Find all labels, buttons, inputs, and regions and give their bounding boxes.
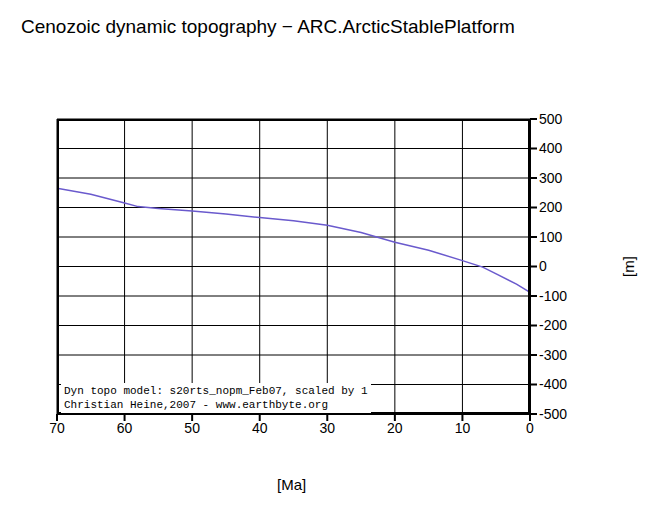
svg-text:-500: -500 (539, 406, 567, 422)
svg-text:500: 500 (539, 111, 563, 127)
svg-text:30: 30 (319, 420, 335, 436)
html-text:Christian Heine,2007 - www.ear: Christian Heine,2007 - www.earthbyte.org (64, 399, 328, 411)
svg-text:-300: -300 (539, 347, 567, 363)
svg-text:20: 20 (387, 420, 403, 436)
svg-text:50: 50 (184, 420, 200, 436)
svg-text:10: 10 (455, 420, 471, 436)
svg-text:60: 60 (117, 420, 133, 436)
svg-text:70: 70 (49, 420, 65, 436)
html-text:[Ma]: [Ma] (277, 476, 307, 493)
svg-text:300: 300 (539, 170, 563, 186)
svg-text:-200: -200 (539, 317, 567, 333)
svg-text:-400: -400 (539, 376, 567, 392)
svg-text:0: 0 (526, 420, 534, 436)
html-text:[m]: [m] (619, 256, 637, 277)
svg-text:-100: -100 (539, 288, 567, 304)
svg-text:200: 200 (539, 199, 563, 215)
svg-text:40: 40 (252, 420, 268, 436)
html-text:Cenozoic dynamic topography −: Cenozoic dynamic topography − ARC.Arctic… (21, 16, 515, 37)
svg-text:0: 0 (539, 258, 547, 274)
html-text:Dyn topo model: s20rts_nopm_Fe: Dyn topo model: s20rts_nopm_Feb07, scale… (64, 385, 368, 397)
svg-text:400: 400 (539, 140, 563, 156)
svg-text:100: 100 (539, 229, 563, 245)
